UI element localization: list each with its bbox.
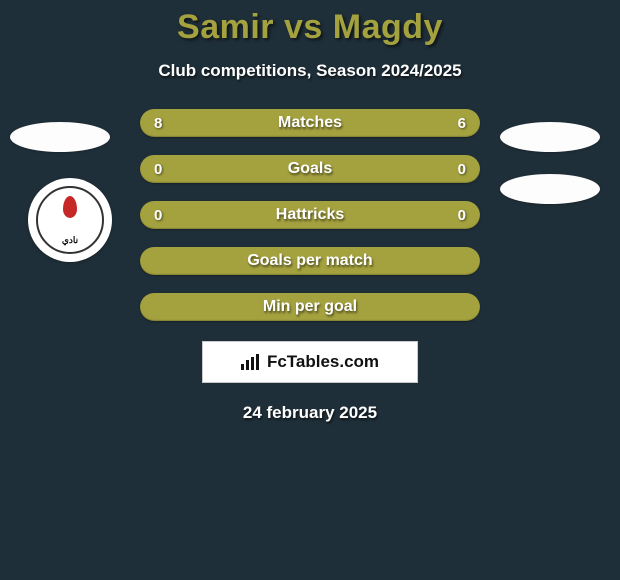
stat-label: Goals [288,160,332,178]
subtitle: Club competitions, Season 2024/2025 [158,61,461,81]
club-logo-text: نادي [62,235,78,246]
club-logo-inner: نادي [36,186,104,254]
stat-label: Hattricks [276,206,344,224]
stat-label: Goals per match [247,252,372,270]
stat-row-hattricks: 0 Hattricks 0 [140,201,480,229]
stat-left-value: 0 [154,207,174,224]
brand-text: FcTables.com [267,352,379,372]
drop-icon [63,196,77,218]
stat-row-goals-per-match: Goals per match [140,247,480,275]
player-badge-left [10,122,110,152]
stat-right-value: 6 [446,115,466,132]
stat-left-value: 8 [154,115,174,132]
stat-row-min-per-goal: Min per goal [140,293,480,321]
stat-label: Min per goal [263,298,357,316]
stat-row-goals: 0 Goals 0 [140,155,480,183]
player-badge-right-1 [500,122,600,152]
date-text: 24 february 2025 [243,403,377,423]
stat-row-matches: 8 Matches 6 [140,109,480,137]
stat-left-value: 0 [154,161,174,178]
club-logo: نادي [28,178,112,262]
bar-chart-icon [241,354,261,370]
stat-right-value: 0 [446,207,466,224]
stat-label: Matches [278,114,342,132]
player-badge-right-2 [500,174,600,204]
page-title: Samir vs Magdy [177,8,443,47]
brand-box[interactable]: FcTables.com [202,341,418,383]
stat-right-value: 0 [446,161,466,178]
